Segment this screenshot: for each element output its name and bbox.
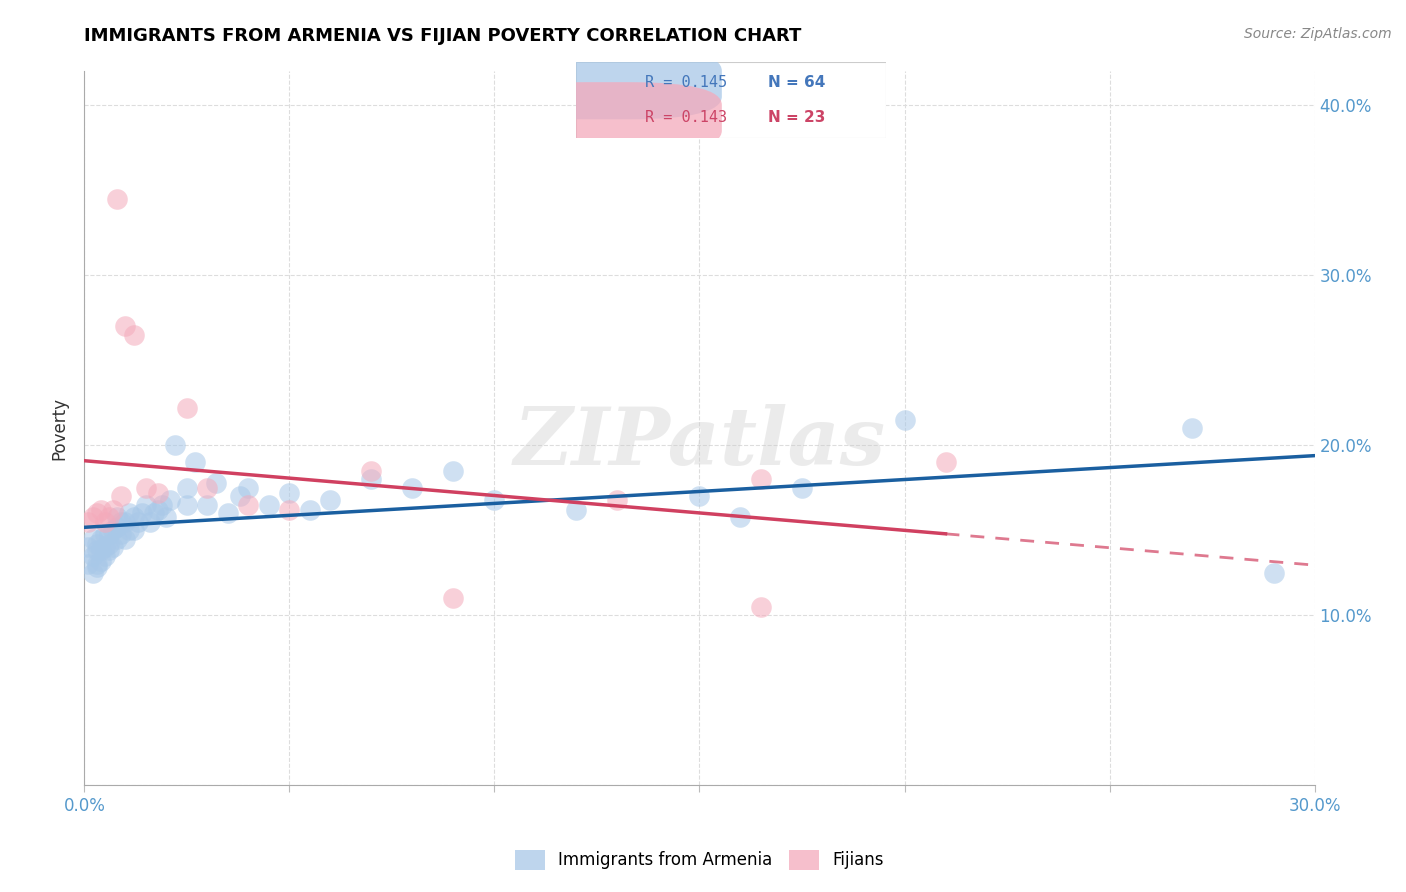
Point bbox=[77, 557, 100, 571]
FancyBboxPatch shape bbox=[494, 82, 721, 153]
Point bbox=[176, 481, 198, 495]
Text: R = 0.145: R = 0.145 bbox=[644, 76, 727, 90]
Text: ZIPatlas: ZIPatlas bbox=[513, 404, 886, 481]
FancyBboxPatch shape bbox=[494, 48, 721, 120]
Point bbox=[319, 492, 342, 507]
Point bbox=[114, 319, 136, 334]
Point bbox=[1181, 421, 1204, 435]
Text: IMMIGRANTS FROM ARMENIA VS FIJIAN POVERTY CORRELATION CHART: IMMIGRANTS FROM ARMENIA VS FIJIAN POVERT… bbox=[84, 27, 801, 45]
Point bbox=[217, 506, 239, 520]
Point bbox=[139, 515, 162, 529]
Text: N = 64: N = 64 bbox=[768, 76, 825, 90]
Point bbox=[122, 327, 145, 342]
Point bbox=[98, 537, 121, 551]
Point bbox=[484, 492, 506, 507]
Point bbox=[606, 492, 628, 507]
Point bbox=[82, 509, 104, 524]
Point bbox=[176, 498, 198, 512]
Point bbox=[204, 475, 226, 490]
Point bbox=[176, 401, 198, 415]
Legend: Immigrants from Armenia, Fijians: Immigrants from Armenia, Fijians bbox=[509, 843, 890, 877]
Point bbox=[278, 485, 301, 500]
Point bbox=[114, 515, 136, 529]
Point bbox=[94, 540, 117, 554]
Point bbox=[86, 506, 108, 520]
Point bbox=[131, 506, 153, 520]
Point bbox=[790, 481, 813, 495]
Point bbox=[90, 502, 112, 516]
Point bbox=[360, 464, 382, 478]
Point bbox=[163, 438, 186, 452]
Point bbox=[110, 526, 132, 541]
Point bbox=[94, 515, 117, 529]
Text: N = 23: N = 23 bbox=[768, 110, 825, 125]
Point bbox=[86, 557, 108, 571]
Point bbox=[360, 472, 382, 486]
Point bbox=[148, 502, 170, 516]
Point bbox=[443, 591, 465, 605]
Point bbox=[159, 492, 181, 507]
Point bbox=[197, 498, 219, 512]
Point bbox=[86, 537, 108, 551]
Point bbox=[278, 502, 301, 516]
Point bbox=[118, 523, 141, 537]
Point bbox=[749, 472, 772, 486]
Point bbox=[118, 506, 141, 520]
Point bbox=[238, 498, 260, 512]
Point bbox=[155, 509, 177, 524]
Point bbox=[184, 455, 207, 469]
Point bbox=[90, 554, 112, 568]
Point bbox=[114, 532, 136, 546]
Point bbox=[105, 519, 128, 533]
Point bbox=[443, 464, 465, 478]
Point bbox=[148, 485, 170, 500]
Point bbox=[82, 566, 104, 580]
Point bbox=[935, 455, 957, 469]
Point bbox=[105, 192, 128, 206]
Point bbox=[101, 540, 124, 554]
Point bbox=[101, 523, 124, 537]
Point bbox=[127, 515, 149, 529]
Point bbox=[90, 532, 112, 546]
FancyBboxPatch shape bbox=[576, 62, 886, 138]
Point bbox=[110, 489, 132, 503]
Point bbox=[98, 526, 121, 541]
Point bbox=[82, 532, 104, 546]
Point bbox=[105, 509, 128, 524]
Point bbox=[86, 543, 108, 558]
Point bbox=[110, 515, 132, 529]
Point bbox=[689, 489, 711, 503]
Point bbox=[105, 532, 128, 546]
Point bbox=[98, 509, 121, 524]
Point bbox=[893, 412, 915, 426]
Point bbox=[77, 515, 100, 529]
Text: R = 0.143: R = 0.143 bbox=[644, 110, 727, 125]
Point bbox=[135, 481, 157, 495]
Point bbox=[238, 481, 260, 495]
Point bbox=[401, 481, 423, 495]
Point bbox=[197, 481, 219, 495]
Point bbox=[94, 549, 117, 563]
Point bbox=[257, 498, 280, 512]
Point bbox=[749, 599, 772, 614]
Point bbox=[150, 498, 173, 512]
Point bbox=[77, 540, 100, 554]
Point bbox=[229, 489, 252, 503]
Point bbox=[122, 523, 145, 537]
Point bbox=[122, 509, 145, 524]
Point bbox=[143, 506, 166, 520]
Text: Source: ZipAtlas.com: Source: ZipAtlas.com bbox=[1244, 27, 1392, 41]
Y-axis label: Poverty: Poverty bbox=[51, 397, 69, 459]
Point bbox=[98, 543, 121, 558]
Point bbox=[1263, 566, 1285, 580]
Point bbox=[565, 502, 588, 516]
Point bbox=[94, 526, 117, 541]
Point bbox=[82, 549, 104, 563]
Point bbox=[135, 498, 157, 512]
Point bbox=[86, 560, 108, 574]
Point bbox=[298, 502, 321, 516]
Point bbox=[101, 502, 124, 516]
Point bbox=[90, 543, 112, 558]
Point bbox=[730, 509, 752, 524]
